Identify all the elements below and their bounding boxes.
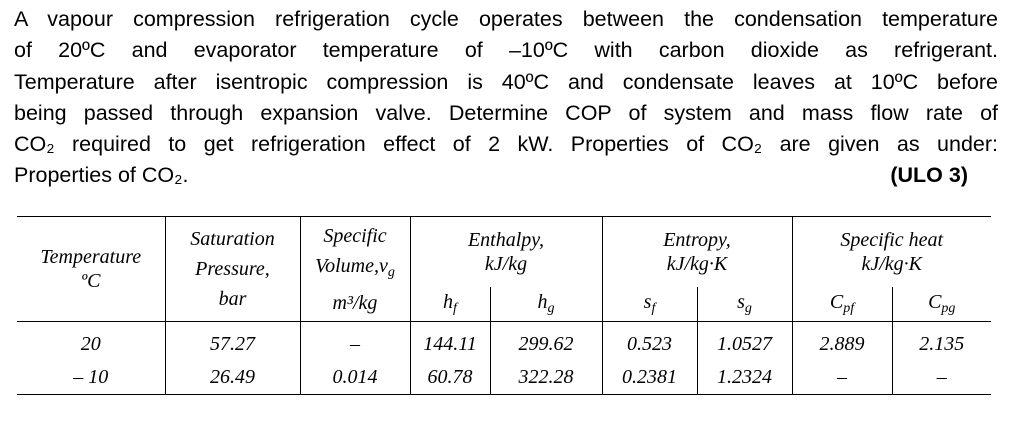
cell-sg: 1.2324 (697, 361, 793, 395)
header-enthalpy: Enthalpy, kJ/kg (410, 216, 603, 287)
cell-cpf: 2.889 (792, 321, 893, 361)
header-cpg: Cpg (892, 287, 991, 322)
cell-hg: 299.62 (490, 321, 603, 361)
co2-properties-table: Temperature ºC Saturation Pressure, bar Spe… (17, 216, 991, 395)
problem-line-1: A vapour compression refrigeration cycle… (14, 7, 998, 31)
cell-sf: 0.523 (602, 321, 698, 361)
cell-cpg: 2.135 (919, 333, 965, 355)
problem-line-6-text: Properties of CO₂. (14, 163, 189, 188)
cell-cpf: – (792, 361, 893, 395)
cell-sg: 1.0527 (697, 321, 793, 361)
cell-pressure: 26.49 (165, 361, 301, 395)
cell-hf: 144.11 (410, 321, 491, 361)
header-temperature: Temperature ºC (17, 216, 166, 322)
header-sg: sg (697, 287, 793, 322)
header-hg: hg (490, 287, 603, 322)
cell-temperature: – 10 (17, 361, 166, 395)
cell-temperature: 20 (17, 321, 166, 361)
header-hf: hf (410, 287, 491, 322)
header-specific-volume: Specific Volume,vg m³/kg (300, 216, 411, 322)
cell-pressure: 57.27 (165, 321, 301, 361)
cell-volume: 0.014 (300, 361, 411, 395)
header-cpf: Cpf (792, 287, 893, 322)
problem-line-3: Temperature after isentropic compression… (14, 69, 998, 94)
problem-line-2: of 20ºC and evaporator temperature of –1… (14, 38, 998, 63)
header-row-2: hf hg sf sg Cpf Cpg (17, 287, 991, 322)
header-entropy: Entropy, kJ/kg·K (602, 216, 793, 287)
header-saturation-pressure: Saturation Pressure, bar (165, 216, 301, 322)
problem-line-4: being passed through expansion valve. De… (14, 100, 998, 125)
header-specific-heat: Specific heat kJ/kg·K (792, 216, 991, 287)
header-row-1: Temperature ºC Saturation Pressure, bar Spe… (17, 216, 991, 322)
ulo-label: (ULO 3) (890, 163, 968, 188)
cell-hg: 322.28 (490, 361, 603, 395)
problem-line-5: CO₂ required to get refrigeration effect… (14, 132, 998, 157)
header-sf: sf (602, 287, 698, 322)
cell-volume: – (300, 321, 411, 361)
cell-sf: 0.2381 (602, 361, 698, 395)
problem-statement: A vapour compression refrigeration cycle… (14, 4, 998, 192)
cell-hf: 60.78 (410, 361, 491, 395)
problem-line-6: Properties of CO₂. (ULO 3) (14, 160, 998, 191)
table-row: 20 57.27 – 144.11 299.62 0.523 1.0527 2.… (17, 321, 991, 361)
cell-cpg: – (936, 366, 947, 388)
table-row: – 10 26.49 0.014 60.78 322.28 0.2381 1.2… (17, 361, 991, 395)
